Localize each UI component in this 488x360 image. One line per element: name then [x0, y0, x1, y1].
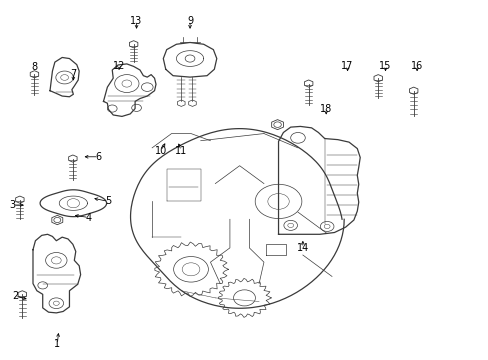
Text: 4: 4: [86, 212, 92, 222]
Text: 17: 17: [341, 61, 353, 71]
Text: 8: 8: [31, 62, 38, 72]
Text: 11: 11: [175, 146, 187, 156]
Text: 7: 7: [70, 68, 76, 78]
Text: 2: 2: [12, 291, 18, 301]
Text: 14: 14: [296, 243, 308, 253]
Text: 15: 15: [379, 61, 391, 71]
Text: 16: 16: [410, 61, 423, 71]
Text: 10: 10: [154, 146, 167, 156]
Text: 5: 5: [105, 197, 111, 206]
Text: 12: 12: [113, 61, 125, 71]
Text: 9: 9: [186, 16, 193, 26]
Text: 18: 18: [320, 104, 332, 114]
Text: 13: 13: [130, 16, 142, 26]
Text: 3: 3: [9, 200, 15, 210]
Text: 6: 6: [95, 152, 102, 162]
Text: 1: 1: [54, 339, 60, 349]
